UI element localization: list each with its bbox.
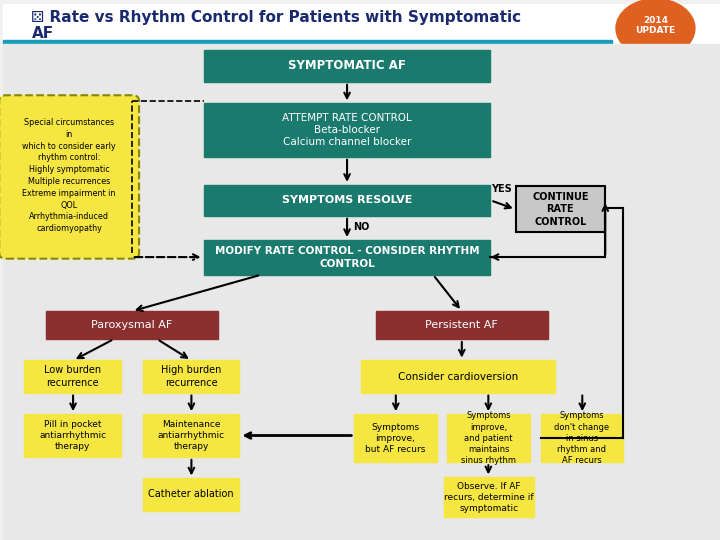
- Text: Catheter ablation: Catheter ablation: [148, 489, 234, 500]
- Text: MODIFY RATE CONTROL - CONSIDER RHYTHM
CONTROL: MODIFY RATE CONTROL - CONSIDER RHYTHM CO…: [215, 246, 480, 268]
- Text: Special circumstances
in
which to consider early
rhythm control:
Highly symptoma: Special circumstances in which to consid…: [22, 118, 116, 233]
- FancyBboxPatch shape: [143, 361, 240, 393]
- FancyBboxPatch shape: [143, 478, 240, 510]
- Text: SYMPTOMATIC AF: SYMPTOMATIC AF: [288, 59, 406, 72]
- FancyBboxPatch shape: [3, 40, 613, 44]
- Text: Symptoms
improve,
but AF recurs: Symptoms improve, but AF recurs: [365, 423, 426, 454]
- FancyBboxPatch shape: [3, 4, 720, 47]
- Text: YES: YES: [491, 184, 512, 194]
- FancyBboxPatch shape: [204, 50, 490, 82]
- FancyBboxPatch shape: [516, 186, 606, 232]
- FancyBboxPatch shape: [447, 414, 530, 462]
- Text: Observe. If AF
recurs, determine if
symptomatic: Observe. If AF recurs, determine if symp…: [444, 482, 534, 513]
- Text: NO: NO: [353, 221, 369, 232]
- Circle shape: [616, 0, 695, 58]
- Text: 2014
UPDATE: 2014 UPDATE: [635, 16, 675, 35]
- FancyBboxPatch shape: [444, 477, 534, 517]
- FancyBboxPatch shape: [361, 361, 555, 393]
- FancyBboxPatch shape: [24, 361, 121, 393]
- FancyBboxPatch shape: [3, 44, 720, 540]
- Text: CONTINUE
RATE
CONTROL: CONTINUE RATE CONTROL: [532, 192, 589, 226]
- Text: Symptoms
improve,
and patient
maintains
sinus rhythm: Symptoms improve, and patient maintains …: [462, 411, 516, 465]
- Text: SYMPTOMS RESOLVE: SYMPTOMS RESOLVE: [282, 195, 413, 205]
- FancyBboxPatch shape: [204, 103, 490, 157]
- FancyBboxPatch shape: [46, 311, 218, 339]
- FancyBboxPatch shape: [376, 311, 548, 339]
- FancyBboxPatch shape: [143, 414, 240, 457]
- Text: Persistent AF: Persistent AF: [426, 320, 498, 330]
- Text: ATTEMPT RATE CONTROL
Beta-blocker
Calcium channel blocker: ATTEMPT RATE CONTROL Beta-blocker Calciu…: [282, 113, 412, 147]
- Text: AF: AF: [32, 26, 53, 41]
- Text: Low burden
recurrence: Low burden recurrence: [44, 366, 102, 388]
- Text: Consider cardioversion: Consider cardioversion: [398, 372, 518, 382]
- Text: Symptoms
don't change
in sinus
rhythm and
AF recurs: Symptoms don't change in sinus rhythm an…: [554, 411, 610, 465]
- Text: Paroxysmal AF: Paroxysmal AF: [91, 320, 173, 330]
- Text: Pill in pocket
antiarrhythmic
therapy: Pill in pocket antiarrhythmic therapy: [39, 420, 107, 451]
- FancyBboxPatch shape: [24, 414, 121, 457]
- Text: Maintenance
antiarrhythmic
therapy: Maintenance antiarrhythmic therapy: [158, 420, 225, 451]
- FancyBboxPatch shape: [204, 185, 490, 216]
- FancyBboxPatch shape: [0, 95, 139, 259]
- FancyBboxPatch shape: [354, 414, 437, 462]
- FancyBboxPatch shape: [541, 414, 624, 462]
- Text: High burden
recurrence: High burden recurrence: [161, 366, 221, 388]
- Text: ⚄ Rate vs Rhythm Control for Patients with Symptomatic: ⚄ Rate vs Rhythm Control for Patients wi…: [32, 10, 521, 25]
- FancyBboxPatch shape: [204, 240, 490, 275]
